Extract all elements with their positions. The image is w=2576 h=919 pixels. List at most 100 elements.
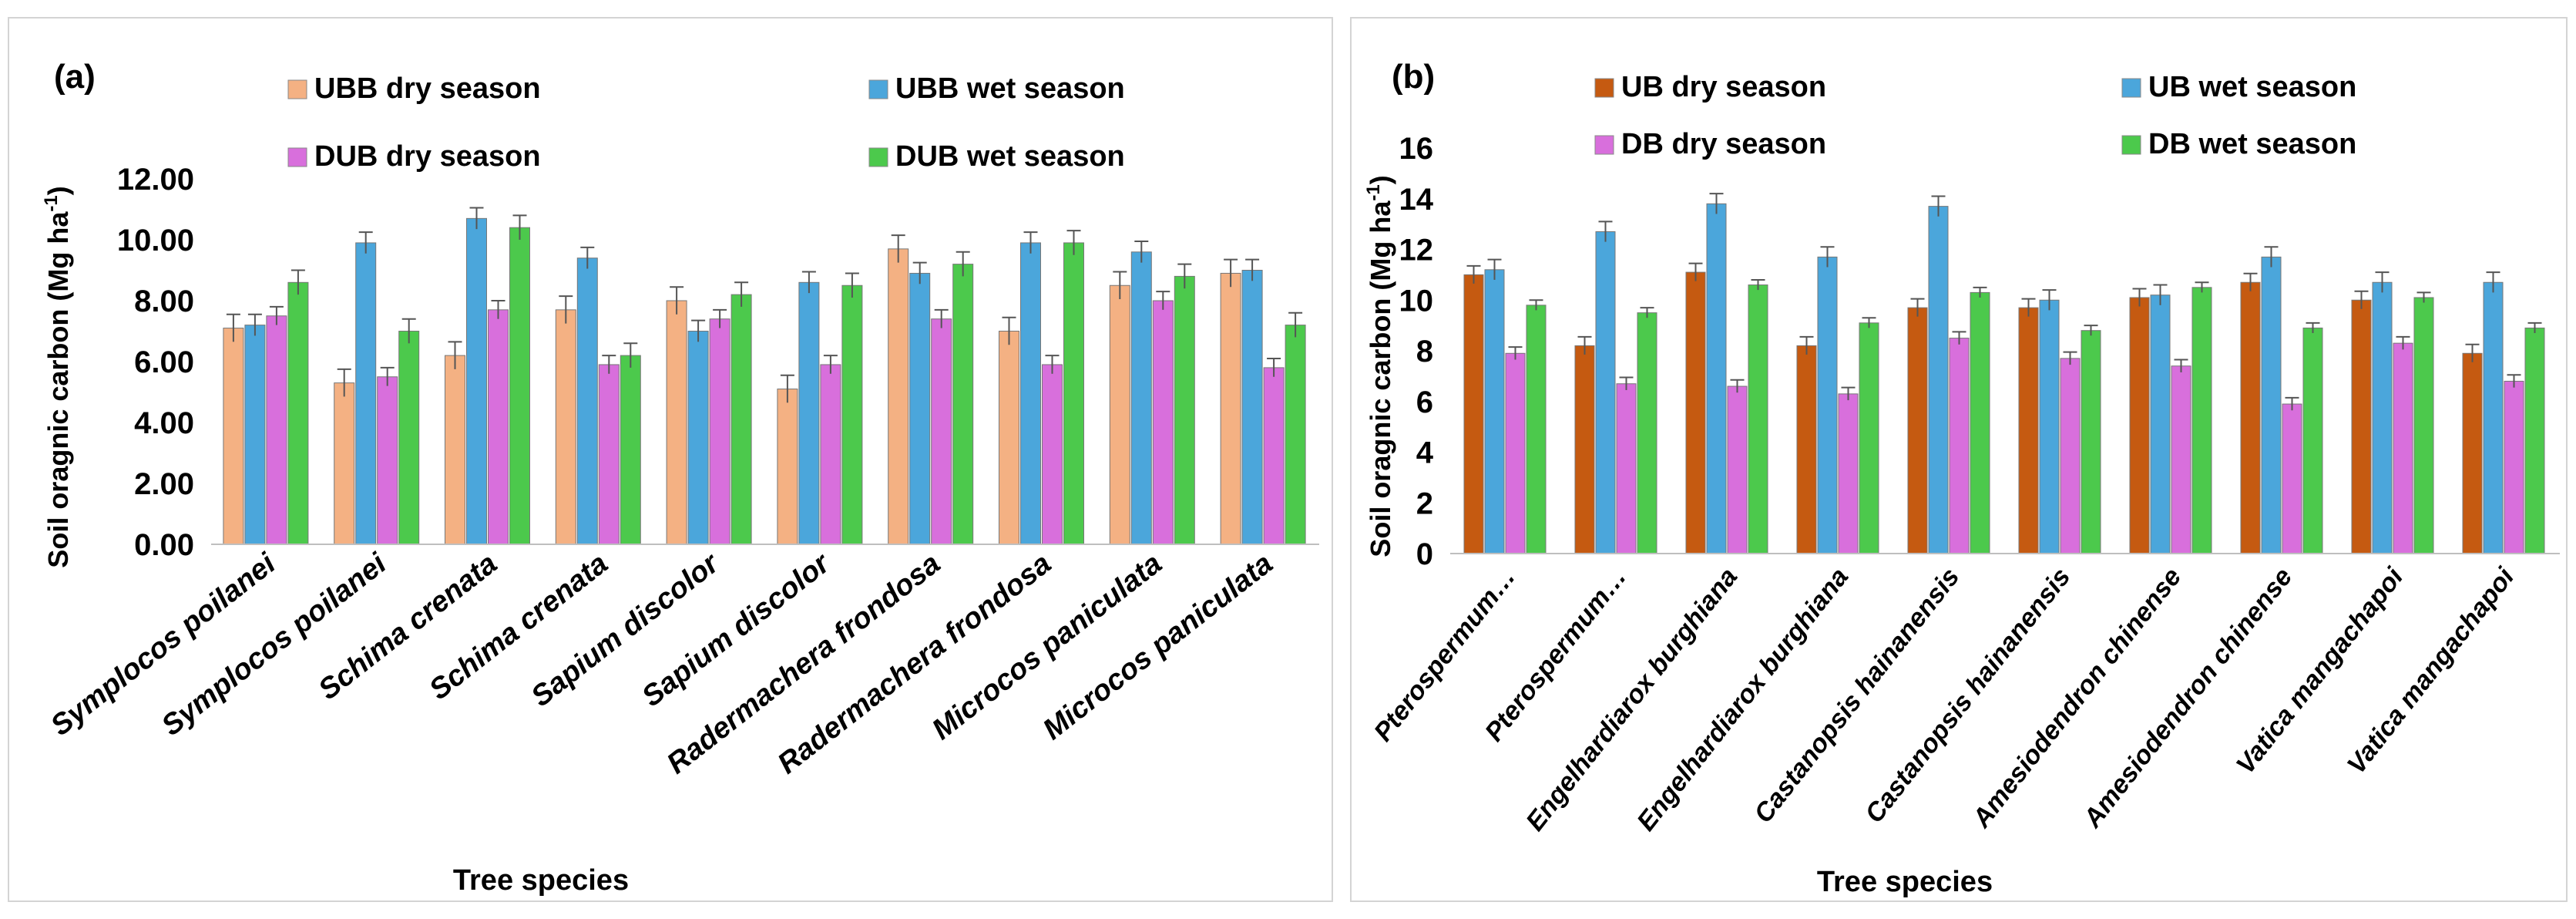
bar [555, 309, 576, 545]
bar [2302, 327, 2323, 554]
bar [1616, 383, 1637, 554]
bar [1463, 274, 1484, 554]
bar [2351, 299, 2372, 554]
bar [576, 258, 598, 545]
bar [931, 318, 952, 545]
y-axis-title-sup: -1 [1363, 184, 1384, 200]
legend-swatch [868, 79, 888, 99]
bar [1109, 284, 1130, 545]
bar [266, 315, 287, 545]
bar [730, 294, 752, 545]
y-axis-title-sup: -1 [41, 195, 62, 211]
bar [888, 248, 909, 545]
bar [1685, 271, 1706, 554]
chart-panel-b: (b) UB dry season UB wet season DB dry seas… [1350, 17, 2568, 902]
bar [1637, 312, 1657, 554]
bar [334, 382, 355, 545]
bar [1748, 284, 1768, 554]
x-axis-title: Tree species [453, 864, 629, 897]
chart-a-svg: (a) UBB dry season UBB wet season DUB dry s… [41, 58, 1319, 897]
x-tick-label: Engelhardiarox burghiana [1520, 563, 1743, 837]
y-axis-title: Soil oragnic carbon (Mg ha-1) [1363, 175, 1396, 557]
legend-swatch [287, 147, 307, 167]
legend-label: DUB wet season [895, 140, 1125, 173]
legend-swatch [2121, 135, 2141, 155]
x-axis-title: Tree species [1817, 866, 1993, 898]
bar [1174, 275, 1195, 545]
x-tick-label: Castanopsis hainanensis [1748, 563, 1965, 829]
legend-label: UB dry season [1621, 71, 1826, 103]
bar [2524, 327, 2545, 554]
y-tick-label: 2 [1416, 486, 1433, 520]
legend-label: UB wet season [2148, 71, 2356, 103]
bar [287, 281, 309, 545]
x-tick-label: Amesiodendron chinense [1966, 563, 2187, 834]
y-tick-label: 0.00 [134, 528, 194, 562]
y-tick-label: 0 [1416, 537, 1433, 571]
y-axis-title: Soil oragnic carbon (Mg ha-1) [41, 186, 74, 567]
bar [687, 331, 709, 545]
bar [2462, 352, 2483, 554]
legend-label: DB wet season [2148, 128, 2356, 160]
y-tick-label: 6.00 [134, 345, 194, 379]
y-tick-label: 4 [1416, 436, 1434, 470]
bar [1838, 393, 1859, 554]
bar [2504, 380, 2524, 554]
bar [777, 389, 798, 545]
bar [666, 300, 687, 545]
bar [1505, 352, 1526, 554]
bar [1727, 385, 1748, 554]
legend-swatch [868, 147, 888, 167]
bar [2413, 297, 2434, 554]
legend-label: DB dry season [1621, 128, 1826, 160]
bar [1063, 242, 1084, 545]
bar [1949, 338, 1970, 554]
x-tick-label: Amesiodendron chinense [2077, 563, 2298, 834]
x-tick-label: Castanopsis hainanensis [1859, 563, 2076, 829]
bar [488, 309, 509, 545]
bar [1020, 242, 1041, 545]
bar [1484, 269, 1505, 554]
bar [1263, 367, 1285, 545]
y-tick-label: 4.00 [134, 406, 194, 440]
chart-b-svg: (b) UB dry season UB wet season DB dry seas… [1363, 58, 2560, 898]
x-tick-label: Engelhardiarox burghiana [1631, 563, 1854, 837]
y-tick-label: 14 [1399, 183, 1434, 217]
bar [1526, 305, 1547, 554]
y-tick-label: 10.00 [117, 224, 194, 258]
bar [2372, 281, 2393, 554]
bar [1595, 231, 1616, 554]
bar [820, 364, 841, 545]
x-tick-label: Sapium discolor [526, 547, 727, 713]
bar [1130, 251, 1152, 545]
bar [2039, 299, 2060, 554]
bar [2282, 403, 2302, 554]
bar [1285, 325, 1306, 545]
bar [377, 376, 398, 545]
bar [1796, 345, 1817, 554]
bar [909, 272, 931, 545]
y-axis-title-close: ) [1365, 175, 1396, 184]
bar [1574, 345, 1595, 554]
bar [709, 318, 730, 545]
legend-label: UBB wet season [895, 72, 1125, 105]
bar [1042, 364, 1063, 545]
bar [1907, 307, 1928, 554]
bar [2150, 295, 2171, 554]
x-tick-label: Sapium discolor [636, 547, 838, 713]
legend-swatch [1594, 135, 1614, 155]
bar [798, 281, 820, 545]
bar [2018, 307, 2039, 554]
bar [244, 325, 266, 545]
bar [2191, 287, 2212, 554]
bar [2261, 256, 2282, 554]
legend-label: UBB dry season [314, 72, 541, 105]
bar [1928, 206, 1949, 554]
y-axis-title-text: Soil oragnic carbon (Mg ha [42, 211, 74, 568]
y-axis-title-close: ) [42, 186, 74, 195]
y-tick-label: 12.00 [117, 163, 194, 197]
bar [445, 355, 465, 545]
y-tick-label: 8.00 [134, 284, 194, 318]
bar [1817, 256, 1838, 554]
bar [1859, 322, 1879, 554]
